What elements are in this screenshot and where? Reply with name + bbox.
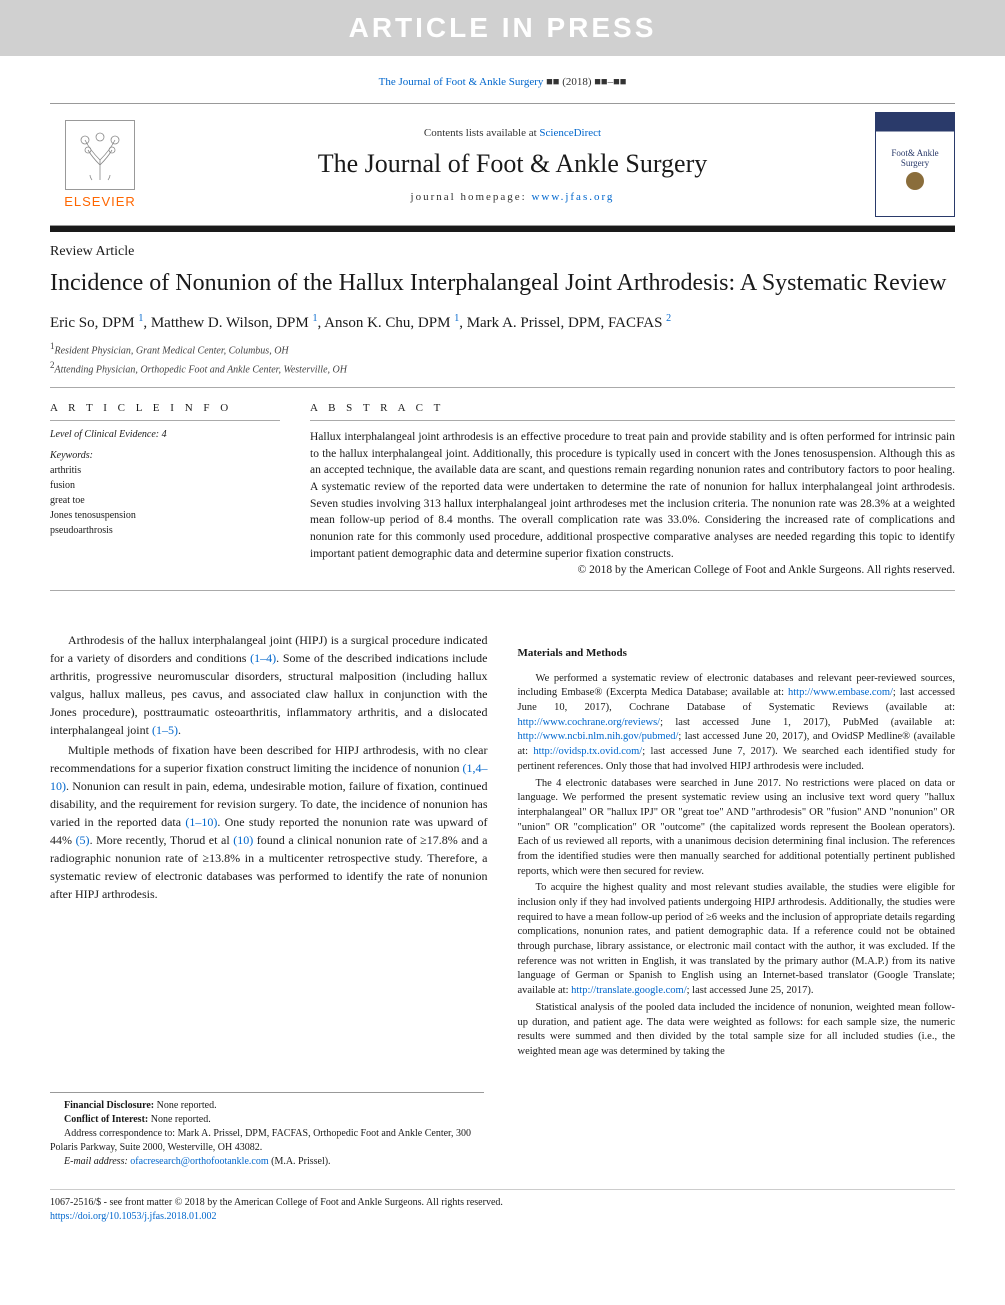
- elsevier-logo[interactable]: ELSEVIER: [50, 115, 150, 215]
- url-link[interactable]: http://translate.google.com/: [571, 985, 686, 996]
- info-abstract-row: A R T I C L E I N F O Level of Clinical …: [50, 402, 955, 591]
- body-paragraph: To acquire the highest quality and most …: [518, 881, 956, 999]
- elsevier-tree-icon: [65, 120, 135, 190]
- article-info-column: A R T I C L E I N F O Level of Clinical …: [50, 402, 280, 576]
- left-column: Arthrodesis of the hallux interphalangea…: [50, 631, 488, 1061]
- conflict-of-interest: Conflict of Interest: None reported.: [50, 1113, 484, 1127]
- author: Eric So, DPM 1: [50, 315, 143, 331]
- citation-year: (2018): [562, 76, 591, 88]
- cover-title: Foot& Ankle Surgery: [880, 149, 950, 169]
- article-title: Incidence of Nonunion of the Hallux Inte…: [50, 268, 955, 299]
- body-paragraph: Statistical analysis of the pooled data …: [518, 1001, 956, 1060]
- page-container: The Journal of Foot & Ankle Surgery ■■ (…: [0, 76, 1005, 1254]
- footer: 1067-2516/$ - see front matter © 2018 by…: [50, 1189, 955, 1224]
- divider: [50, 387, 955, 388]
- body-paragraph: Arthrodesis of the hallux interphalangea…: [50, 631, 488, 739]
- contents-prefix: Contents lists available at: [424, 127, 539, 139]
- doi-link[interactable]: https://doi.org/10.1053/j.jfas.2018.01.0…: [50, 1211, 216, 1222]
- affiliations: 1Resident Physician, Grant Medical Cente…: [50, 340, 955, 377]
- body-paragraph: The 4 electronic databases were searched…: [518, 777, 956, 880]
- black-divider-bar: [50, 226, 955, 232]
- authors-line: Eric So, DPM 1, Matthew D. Wilson, DPM 1…: [50, 313, 955, 332]
- author: Matthew D. Wilson, DPM 1: [151, 315, 318, 331]
- journal-title: The Journal of Foot & Ankle Surgery: [165, 149, 860, 179]
- body-paragraph: Multiple methods of fixation have been d…: [50, 741, 488, 903]
- homepage-prefix: journal homepage:: [411, 191, 532, 203]
- sciencedirect-link[interactable]: ScienceDirect: [539, 127, 601, 139]
- abstract-column: A B S T R A C T Hallux interphalangeal j…: [310, 402, 955, 576]
- keywords-list: arthritisfusiongreat toeJones tenosuspen…: [50, 463, 280, 538]
- abstract-divider: [310, 420, 955, 421]
- author: Anson K. Chu, DPM 1: [324, 315, 459, 331]
- author-affil-sup: 1: [454, 313, 459, 324]
- correspondence-address: Address correspondence to: Mark A. Priss…: [50, 1127, 484, 1155]
- article-info-heading: A R T I C L E I N F O: [50, 402, 280, 414]
- journal-header: ELSEVIER Contents lists available at Sci…: [50, 103, 955, 226]
- abstract-text: Hallux interphalangeal joint arthrodesis…: [310, 429, 955, 562]
- keyword: Jones tenosuspension: [50, 508, 280, 523]
- citation-ref[interactable]: (1–10): [185, 815, 217, 829]
- footer-copyright: 1067-2516/$ - see front matter © 2018 by…: [50, 1196, 955, 1210]
- url-link[interactable]: http://www.embase.com/: [788, 687, 893, 698]
- keyword: pseudoarthrosis: [50, 523, 280, 538]
- citation-journal-link[interactable]: The Journal of Foot & Ankle Surgery: [379, 76, 544, 88]
- citation-ref[interactable]: (1,4–10): [50, 761, 488, 793]
- author-affil-sup: 1: [138, 313, 143, 324]
- author-affil-sup: 2: [666, 313, 671, 324]
- elsevier-text: ELSEVIER: [64, 194, 136, 209]
- citation-ref[interactable]: (5): [76, 833, 90, 847]
- url-link[interactable]: http://ovidsp.tx.ovid.com/: [533, 746, 642, 757]
- abstract-heading: A B S T R A C T: [310, 402, 955, 414]
- body-paragraph: We performed a systematic review of elec…: [518, 672, 956, 775]
- author: Mark A. Prissel, DPM, FACFAS 2: [467, 315, 671, 331]
- article-in-press-banner: ARTICLE IN PRESS: [0, 0, 1005, 56]
- correspondence-email: E-mail address: ofacresearch@orthofootan…: [50, 1155, 484, 1169]
- body-columns: Arthrodesis of the hallux interphalangea…: [50, 631, 955, 1061]
- materials-methods-heading: Materials and Methods: [518, 645, 956, 662]
- url-link[interactable]: http://www.ncbi.nlm.nih.gov/pubmed/: [518, 731, 679, 742]
- author-affil-sup: 1: [312, 313, 317, 324]
- journal-homepage: journal homepage: www.jfas.org: [165, 191, 860, 203]
- abstract-copyright: © 2018 by the American College of Foot a…: [310, 564, 955, 576]
- url-link[interactable]: http://www.cochrane.org/reviews/: [518, 717, 661, 728]
- contents-available: Contents lists available at ScienceDirec…: [165, 127, 860, 139]
- keyword: arthritis: [50, 463, 280, 478]
- evidence-level: Level of Clinical Evidence: 4: [50, 429, 280, 440]
- keywords-label: Keywords:: [50, 450, 280, 461]
- citation-ref[interactable]: (10): [233, 833, 253, 847]
- affiliation: 2Attending Physician, Orthopedic Foot an…: [50, 359, 955, 377]
- citation-pages: ■■–■■: [594, 76, 626, 88]
- journal-cover-thumbnail[interactable]: Foot& Ankle Surgery: [875, 112, 955, 217]
- header-center: Contents lists available at ScienceDirec…: [165, 127, 860, 203]
- footnotes: Financial Disclosure: None reported. Con…: [50, 1092, 484, 1169]
- citation-line: The Journal of Foot & Ankle Surgery ■■ (…: [50, 76, 955, 88]
- info-divider: [50, 420, 280, 421]
- keyword: fusion: [50, 478, 280, 493]
- article-type: Review Article: [50, 244, 955, 260]
- email-link[interactable]: ofacresearch@orthofootankle.com: [130, 1156, 268, 1167]
- keyword: great toe: [50, 493, 280, 508]
- affiliation: 1Resident Physician, Grant Medical Cente…: [50, 340, 955, 358]
- citation-ref[interactable]: (1–5): [152, 723, 178, 737]
- homepage-link[interactable]: www.jfas.org: [531, 191, 614, 203]
- cover-seal-icon: [906, 172, 924, 190]
- citation-ref[interactable]: (1–4): [250, 651, 276, 665]
- financial-disclosure: Financial Disclosure: None reported.: [50, 1099, 484, 1113]
- citation-vol: ■■: [546, 76, 559, 88]
- right-column: Materials and Methods We performed a syst…: [518, 631, 956, 1061]
